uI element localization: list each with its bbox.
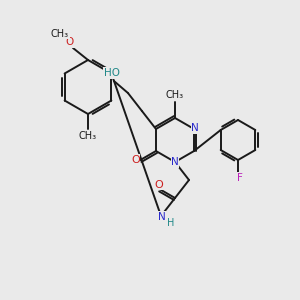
Text: N: N <box>191 123 199 133</box>
Text: O: O <box>66 37 74 47</box>
Text: CH₃: CH₃ <box>51 29 69 39</box>
Text: CH₃: CH₃ <box>79 131 97 141</box>
Text: O: O <box>154 179 163 190</box>
Text: N: N <box>171 157 179 167</box>
Text: O: O <box>131 155 140 165</box>
Text: F: F <box>237 173 243 183</box>
Text: N: N <box>158 212 166 222</box>
Text: HO: HO <box>104 68 120 78</box>
Text: CH₃: CH₃ <box>166 90 184 100</box>
Text: H: H <box>167 218 175 228</box>
